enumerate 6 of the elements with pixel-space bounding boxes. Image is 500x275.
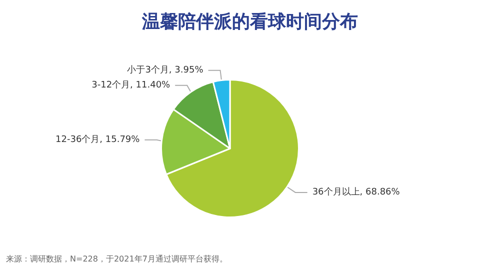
slice-label: 36个月以上, 68.86% [312, 186, 400, 198]
source-note: 来源：调研数据，N=228，于2021年7月通过调研平台获得。 [6, 254, 228, 264]
slice-label: 小于3个月, 3.95% [127, 64, 204, 76]
chart-title: 温馨陪伴派的看球时间分布 [141, 12, 358, 32]
slice-label: 3-12个月, 11.40% [92, 79, 171, 90]
slice-label: 12-36个月, 15.79% [56, 134, 140, 145]
